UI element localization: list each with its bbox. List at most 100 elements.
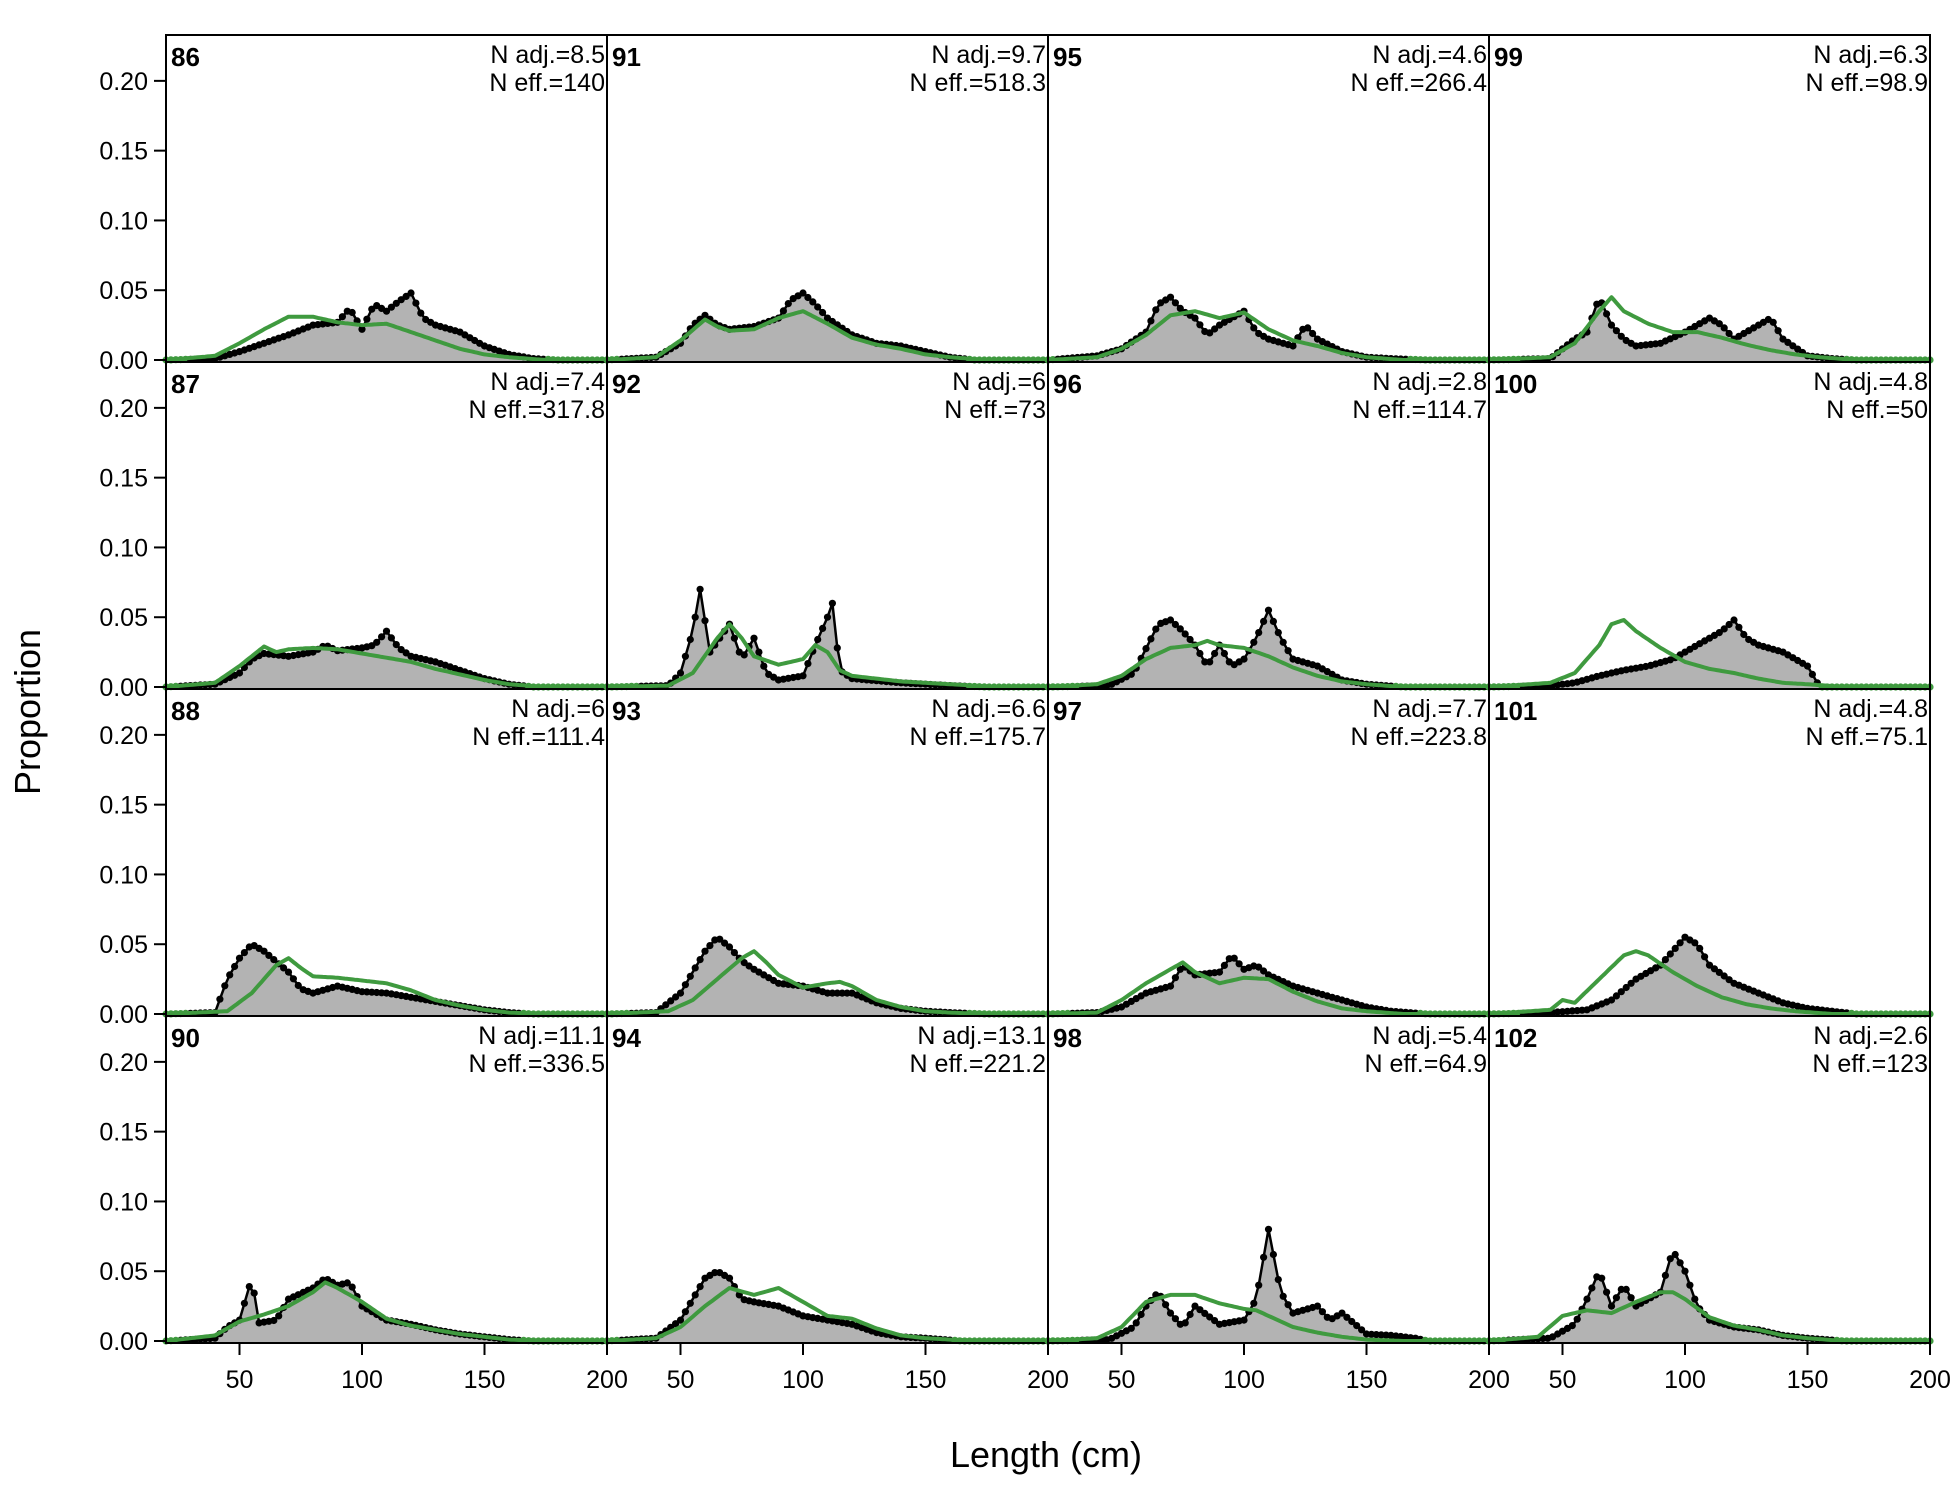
observed-point bbox=[270, 1316, 278, 1325]
y-axis: 0.00 0.05 0.10 0.15 0.20 0.00 0.05 0.10 0.15 0.20… bbox=[99, 68, 166, 1356]
n-adj-label: N adj.=6 bbox=[511, 695, 605, 723]
y-tick-label: 0.00 bbox=[99, 674, 148, 702]
observed-point bbox=[407, 289, 415, 297]
observed-point bbox=[755, 648, 763, 656]
n-eff-label: N eff.=223.8 bbox=[1351, 723, 1487, 751]
n-adj-label: N adj.=7.4 bbox=[490, 368, 605, 396]
observed-point bbox=[1181, 1319, 1189, 1327]
panel-label: 98 bbox=[1053, 1023, 1082, 1053]
expected-line bbox=[165, 956, 607, 1016]
observed-point bbox=[1166, 982, 1175, 990]
observed-point bbox=[1725, 329, 1733, 338]
observed-point bbox=[378, 633, 386, 641]
observed-point bbox=[235, 954, 244, 962]
n-eff-label: N eff.=317.8 bbox=[469, 396, 605, 424]
expected-line bbox=[1047, 1292, 1489, 1343]
observed-point bbox=[1671, 1250, 1679, 1259]
y-tick-label: 0.00 bbox=[99, 347, 148, 375]
observed-point bbox=[730, 634, 739, 642]
observed-point bbox=[696, 1283, 704, 1291]
observed-area bbox=[607, 293, 1048, 360]
observed-point bbox=[828, 599, 837, 607]
observed-point bbox=[1318, 1308, 1326, 1316]
x-tick-label: 150 bbox=[464, 1366, 506, 1394]
x-tick-label: 200 bbox=[1909, 1366, 1950, 1394]
observed-point bbox=[338, 313, 346, 321]
observed-point bbox=[1269, 1250, 1277, 1259]
y-tick-label: 0.15 bbox=[99, 792, 148, 820]
observed-point bbox=[1720, 324, 1728, 332]
y-tick-label: 0.00 bbox=[99, 1328, 148, 1356]
observed-point bbox=[809, 298, 817, 306]
observed-point bbox=[1264, 606, 1273, 614]
observed-point bbox=[1230, 954, 1238, 962]
observed-point bbox=[392, 641, 400, 649]
panel-label: 95 bbox=[1053, 42, 1082, 72]
observed-point bbox=[1686, 1281, 1694, 1289]
y-tick-label: 0.00 bbox=[99, 1001, 148, 1029]
y-tick-label: 0.05 bbox=[99, 1258, 148, 1286]
panel-label: 93 bbox=[612, 696, 641, 726]
panel-label: 99 bbox=[1494, 42, 1523, 72]
n-adj-label: N adj.=11.1 bbox=[478, 1022, 605, 1050]
x-tick-label: 200 bbox=[1027, 1366, 1069, 1394]
observed-point bbox=[1803, 662, 1812, 670]
observed-point bbox=[676, 1316, 685, 1324]
observed-point bbox=[280, 964, 288, 972]
x-tick-label: 100 bbox=[782, 1366, 824, 1394]
observed-point bbox=[387, 303, 395, 311]
observed-point bbox=[1152, 306, 1160, 314]
n-eff-label: N eff.=123 bbox=[1812, 1050, 1928, 1078]
observed-point bbox=[1607, 1302, 1616, 1310]
observed-point bbox=[1196, 649, 1204, 658]
observed-point bbox=[750, 634, 758, 642]
observed-point bbox=[387, 634, 395, 642]
observed-point bbox=[1588, 1284, 1596, 1292]
observed-point bbox=[1264, 1225, 1273, 1233]
observed-point bbox=[1162, 1301, 1170, 1309]
panel-label: 91 bbox=[612, 42, 641, 72]
observed-point bbox=[1274, 1276, 1282, 1284]
y-tick-label: 0.20 bbox=[99, 722, 148, 750]
expected-line bbox=[1047, 309, 1489, 362]
y-tick-label: 0.10 bbox=[99, 861, 148, 889]
observed-point bbox=[1681, 1267, 1689, 1275]
expected-line bbox=[1488, 618, 1930, 689]
observed-point bbox=[1255, 963, 1263, 971]
observed-point bbox=[382, 307, 391, 315]
observed-point bbox=[226, 971, 234, 979]
observed-point bbox=[1186, 1310, 1194, 1319]
observed-point bbox=[412, 299, 420, 307]
observed-point bbox=[1176, 625, 1184, 633]
observed-point bbox=[1617, 332, 1625, 340]
expected-line bbox=[1047, 638, 1489, 689]
observed-point bbox=[373, 638, 381, 646]
n-adj-label: N adj.=13.1 bbox=[917, 1022, 1046, 1050]
n-adj-label: N adj.=6 bbox=[952, 368, 1046, 396]
n-eff-label: N eff.=114.7 bbox=[1352, 396, 1487, 424]
observed-area bbox=[607, 589, 1048, 687]
expected-line bbox=[1488, 295, 1930, 362]
observed-point bbox=[799, 672, 807, 680]
x-tick-label: 100 bbox=[341, 1366, 383, 1394]
observed-point bbox=[799, 289, 807, 297]
observed-point bbox=[1666, 950, 1674, 958]
observed-point bbox=[1304, 324, 1312, 332]
observed-point bbox=[231, 962, 239, 971]
observed-point bbox=[804, 660, 812, 668]
observed-point bbox=[691, 964, 699, 972]
panel-101: 101 N adj.=4.8N eff.=75.1 bbox=[1485, 688, 1934, 1018]
observed-point bbox=[696, 585, 704, 593]
observed-point bbox=[363, 315, 371, 323]
observed-point bbox=[1206, 329, 1214, 337]
observed-point bbox=[1274, 629, 1282, 637]
observed-point bbox=[1171, 299, 1179, 307]
n-adj-label: N adj.=4.6 bbox=[1372, 41, 1487, 69]
observed-point bbox=[1220, 961, 1228, 970]
panel-label: 94 bbox=[612, 1023, 641, 1053]
panel-border bbox=[1488, 1015, 1931, 1344]
observed-point bbox=[1598, 1274, 1606, 1282]
observed-point bbox=[1622, 1285, 1630, 1293]
